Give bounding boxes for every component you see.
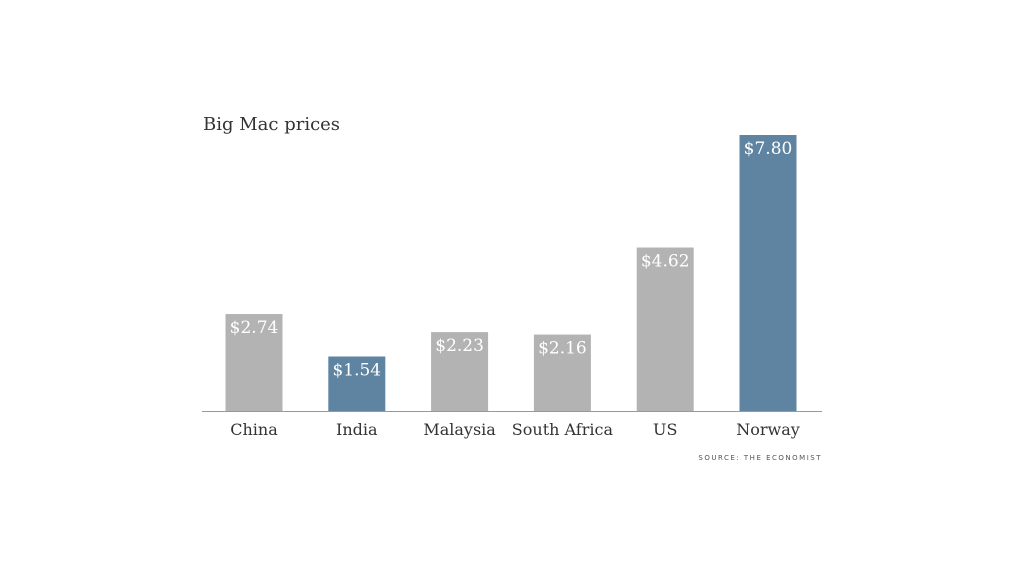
category-label: India (336, 420, 378, 439)
bar-china (225, 314, 283, 411)
bar-value-label: $2.23 (435, 336, 484, 356)
category-label: China (230, 420, 278, 439)
bar-norway (739, 135, 797, 411)
bar-south-africa (533, 334, 591, 411)
bar-value-label: $2.74 (230, 318, 279, 338)
category-label: Malaysia (423, 420, 496, 439)
bar-us (636, 247, 694, 411)
bar-malaysia (431, 332, 489, 411)
source-note: SOURCE: THE ECONOMIST (698, 454, 822, 462)
category-label: South Africa (512, 420, 614, 439)
bar-value-label: $2.16 (538, 339, 587, 359)
chart-title: Big Mac prices (203, 114, 341, 135)
bar-value-label: $4.62 (641, 252, 690, 272)
bar-value-label: $1.54 (332, 361, 381, 381)
category-label: Norway (736, 420, 800, 439)
category-label: US (653, 420, 677, 439)
bar-value-label: $7.80 (744, 139, 793, 159)
bar-india (328, 356, 386, 411)
